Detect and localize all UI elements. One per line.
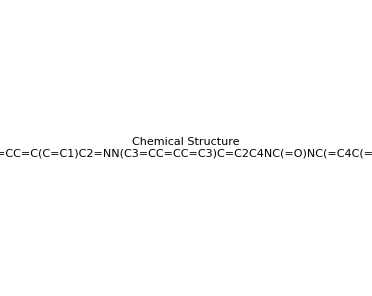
Text: Chemical Structure
CCOC1=CC=C(C=C1)C2=NN(C3=CC=CC=C3)C=C2C4NC(=O)NC(=C4C(=O)OC)C: Chemical Structure CCOC1=CC=C(C=C1)C2=NN… — [0, 137, 372, 159]
